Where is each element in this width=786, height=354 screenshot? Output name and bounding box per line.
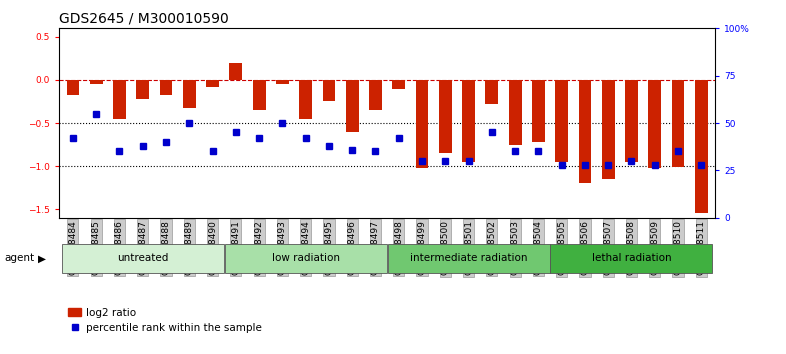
Bar: [113, 80, 126, 119]
Bar: [532, 80, 545, 142]
Bar: [486, 80, 498, 104]
Bar: [299, 80, 312, 119]
Bar: [230, 63, 242, 80]
Bar: [346, 80, 358, 132]
Bar: [67, 80, 79, 96]
Bar: [276, 80, 288, 84]
Bar: [671, 80, 685, 167]
Bar: [322, 80, 336, 102]
Bar: [555, 80, 568, 162]
Bar: [695, 80, 707, 213]
FancyBboxPatch shape: [225, 244, 387, 273]
Bar: [602, 80, 615, 179]
Bar: [369, 80, 382, 110]
Bar: [509, 80, 521, 144]
Legend: log2 ratio, percentile rank within the sample: log2 ratio, percentile rank within the s…: [64, 304, 266, 337]
Text: GDS2645 / M300010590: GDS2645 / M300010590: [59, 12, 229, 26]
Bar: [416, 80, 428, 168]
Text: untreated: untreated: [117, 253, 168, 263]
Bar: [253, 80, 266, 110]
Bar: [160, 80, 172, 96]
Bar: [578, 80, 591, 183]
Bar: [462, 80, 475, 162]
Bar: [183, 80, 196, 108]
Bar: [392, 80, 405, 88]
Bar: [439, 80, 452, 153]
Bar: [206, 80, 219, 87]
FancyBboxPatch shape: [62, 244, 224, 273]
Bar: [625, 80, 638, 162]
Bar: [90, 80, 103, 84]
Text: low radiation: low radiation: [272, 253, 340, 263]
Bar: [136, 80, 149, 99]
Text: intermediate radiation: intermediate radiation: [410, 253, 527, 263]
Text: agent: agent: [4, 253, 34, 263]
Text: ▶: ▶: [38, 253, 46, 263]
Text: lethal radiation: lethal radiation: [592, 253, 671, 263]
FancyBboxPatch shape: [550, 244, 712, 273]
FancyBboxPatch shape: [387, 244, 549, 273]
Bar: [648, 80, 661, 168]
